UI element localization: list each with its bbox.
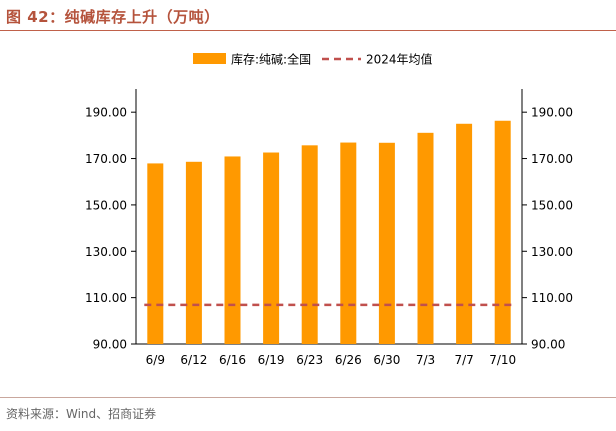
bar-7-3 [417, 132, 434, 344]
right-y-tick-label: 130.00 [531, 245, 573, 259]
x-tick-label: 6/12 [180, 353, 207, 367]
bar-series [147, 120, 511, 344]
bar-6-30 [378, 142, 395, 344]
right-y-tick-label: 170.00 [531, 152, 573, 166]
x-tick-label: 6/23 [296, 353, 323, 367]
footer-divider [0, 397, 616, 398]
right-y-ticks: 90.00 110.00 130.00 150.00 170.00 190.00 [522, 106, 573, 352]
right-y-tick-label: 90.00 [531, 338, 565, 352]
x-tick-label: 6/26 [335, 353, 362, 367]
source-note: 资料来源：Wind、招商证券 [6, 407, 157, 421]
inventory-bar-chart: 库存:纯碱:全国 2024年均值 90.00 110.00 130.00 150.00… [85, 52, 573, 368]
bar-6-12 [185, 161, 202, 344]
x-tick-labels: 6/9 6/12 6/16 6/19 6/23 6/26 6/30 7/3 7/7 7/10 [146, 353, 517, 367]
bar-6-19 [263, 152, 280, 344]
left-y-tick-label: 170.00 [85, 152, 127, 166]
bar-6-16 [224, 156, 241, 344]
right-y-tick-label: 110.00 [531, 291, 573, 305]
legend-label-inventory: 库存:纯碱:全国 [231, 52, 311, 67]
x-tick-label: 7/3 [416, 353, 435, 367]
title-divider [0, 30, 616, 31]
left-y-ticks: 90.00 110.00 130.00 150.00 170.00 190.00 [85, 106, 136, 352]
x-tick-label: 6/30 [373, 353, 400, 367]
figure-title: 图 42：纯碱库存上升（万吨） [6, 8, 220, 26]
x-tick-label: 6/19 [258, 353, 285, 367]
bar-7-10 [494, 120, 511, 344]
left-y-tick-label: 90.00 [93, 338, 127, 352]
right-y-tick-label: 190.00 [531, 106, 573, 120]
left-y-tick-label: 130.00 [85, 245, 127, 259]
legend-label-2024-average: 2024年均值 [366, 52, 433, 67]
x-tick-label: 6/16 [219, 353, 246, 367]
x-tick-label: 7/10 [489, 353, 516, 367]
x-tick-label: 7/7 [454, 353, 473, 367]
bar-6-23 [301, 145, 318, 344]
bar-6-26 [340, 142, 357, 344]
left-y-tick-label: 150.00 [85, 198, 127, 212]
bar-7-7 [456, 123, 473, 344]
legend-swatch-inventory [193, 53, 226, 64]
x-tick-label: 6/9 [146, 353, 165, 367]
bar-6-9 [147, 163, 164, 344]
left-y-tick-label: 110.00 [85, 291, 127, 305]
chart-legend: 库存:纯碱:全国 2024年均值 [193, 52, 433, 67]
right-y-tick-label: 150.00 [531, 198, 573, 212]
left-y-tick-label: 190.00 [85, 106, 127, 120]
